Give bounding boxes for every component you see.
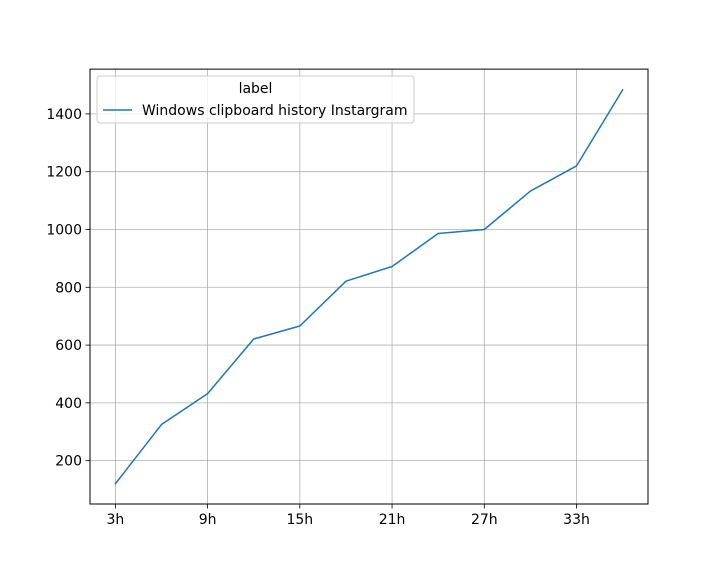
legend-box xyxy=(96,75,415,124)
grid-lines xyxy=(90,69,648,504)
y-tick-label: 1200 xyxy=(46,165,82,181)
series-line xyxy=(114,89,624,485)
x-tick-label: 9h xyxy=(199,512,217,528)
y-tick-label: 800 xyxy=(55,280,82,296)
x-tick-label: 15h xyxy=(286,512,313,528)
y-axis: 200 400 600 800 1000 1200 1400 xyxy=(46,107,90,470)
x-tick-label: 3h xyxy=(106,512,124,528)
x-axis: 3h 9h 15h 21h 27h 33h xyxy=(106,504,590,528)
x-tick-label: 33h xyxy=(563,512,590,528)
legend-entry-label: Windows clipboard history Instargram xyxy=(142,103,408,119)
legend-title: label xyxy=(239,81,273,97)
plot-area-frame xyxy=(89,68,649,505)
y-tick-label: 200 xyxy=(55,454,82,470)
legend: label Windows clipboard history Instargr… xyxy=(96,75,415,124)
y-tick-label: 1400 xyxy=(46,107,82,123)
series-layer xyxy=(114,89,624,485)
x-tick-label: 21h xyxy=(379,512,406,528)
y-tick-label: 1000 xyxy=(46,222,82,238)
x-tick-label: 27h xyxy=(471,512,498,528)
y-tick-label: 600 xyxy=(55,338,82,354)
y-tick-label: 400 xyxy=(55,396,82,412)
